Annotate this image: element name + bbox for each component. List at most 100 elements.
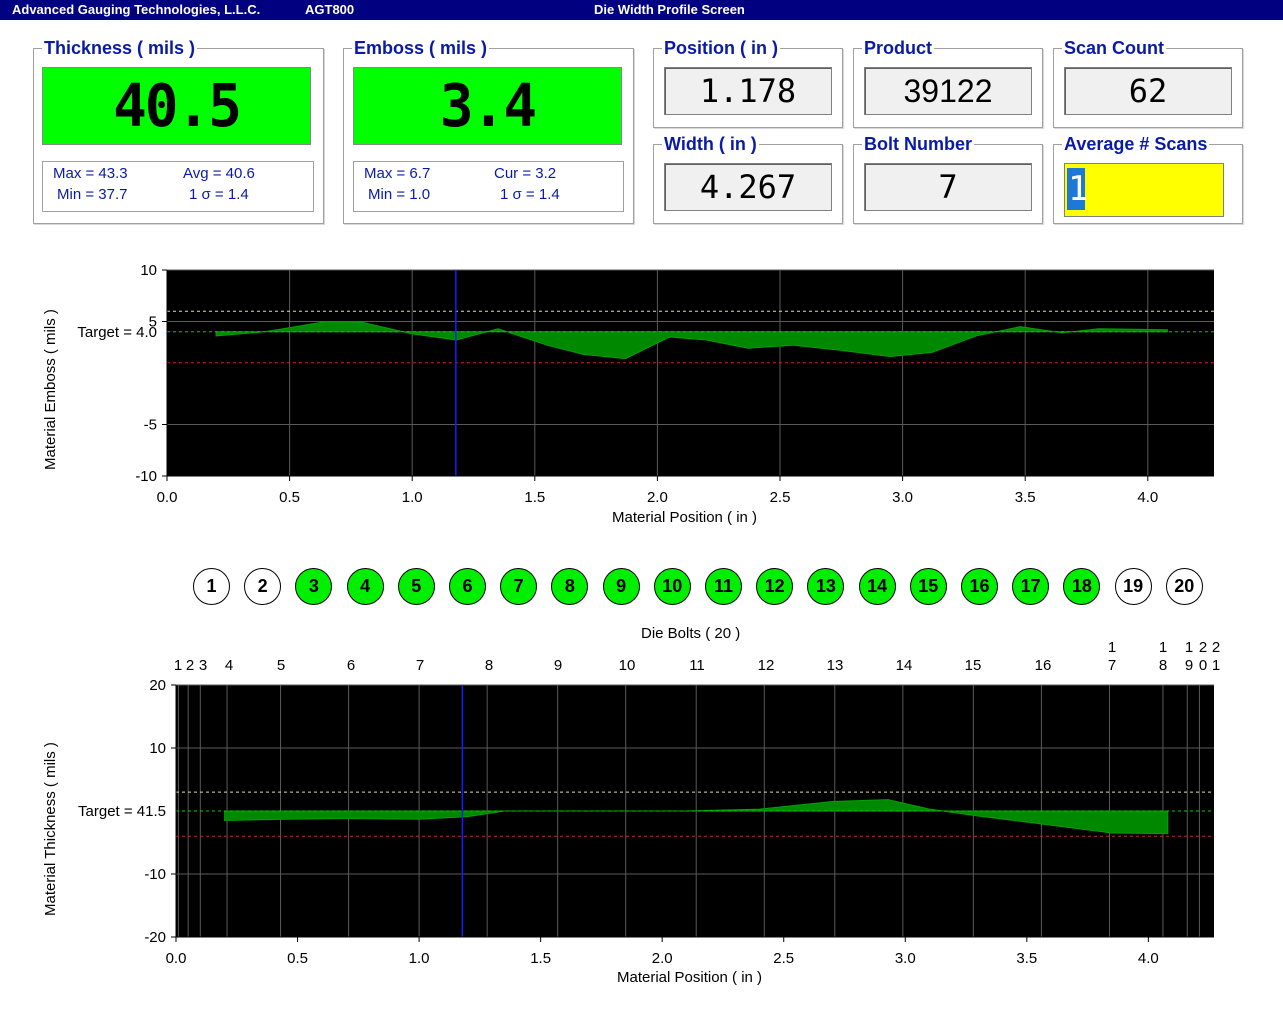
- emboss-y-tick-label: 5: [149, 314, 157, 331]
- product-value-display: 39122: [864, 67, 1032, 115]
- emboss-group: Emboss ( mils ) 3.4 Max = 6.7 Cur = 3.2 …: [343, 38, 634, 224]
- emboss-max: Max = 6.7: [364, 165, 431, 182]
- product-group: Product 39122: [853, 38, 1043, 128]
- bolt-button-19[interactable]: 19: [1114, 568, 1152, 605]
- avg-scans-value: 1: [1068, 169, 1089, 209]
- company-name: Advanced Gauging Technologies, L.L.C.: [12, 2, 261, 17]
- bolt-button-7[interactable]: 7: [500, 568, 538, 605]
- thickness-x-tick-label: 2.5: [773, 950, 794, 967]
- thickness-y-tick-label: 10: [149, 740, 166, 757]
- thickness-target-label: Target = 41.5: [78, 803, 166, 820]
- width-label: Width ( in ): [662, 134, 759, 154]
- position-label: Position ( in ): [662, 38, 780, 58]
- emboss-sigma: 1 σ = 1.4: [500, 186, 560, 203]
- bolt-axis-label: 9: [1185, 657, 1193, 674]
- bolt-axis-label: 16: [1035, 657, 1052, 674]
- bolt-axis-label: 15: [965, 657, 982, 674]
- bolt-axis-label: 7: [416, 657, 424, 674]
- bolt-button-11[interactable]: 11: [705, 568, 742, 605]
- thickness-value: 40.5: [113, 71, 242, 141]
- thickness-y-tick-label: -10: [144, 866, 166, 883]
- emboss-value-display: 3.4: [353, 67, 622, 145]
- emboss-value: 3.4: [439, 71, 537, 141]
- thickness-max: Max = 43.3: [53, 165, 128, 182]
- bolt-axis-label: 1: [1108, 639, 1116, 656]
- thickness-x-axis-title: Material Position ( in ): [617, 969, 763, 986]
- bolt-axis-label: 1: [1212, 657, 1220, 674]
- emboss-x-tick-label: 3.5: [1015, 489, 1036, 506]
- emboss-cur: Cur = 3.2: [494, 165, 557, 182]
- emboss-y-tick-label: -10: [135, 468, 157, 485]
- bolt-button-16[interactable]: 16: [961, 568, 998, 605]
- position-value: 1.178: [699, 72, 797, 110]
- bolt-axis-label: 13: [827, 657, 844, 674]
- emboss-x-tick-label: 3.0: [892, 489, 913, 506]
- bolt-axis-label: 12: [758, 657, 775, 674]
- emboss-y-tick-label: -5: [144, 417, 157, 434]
- thickness-x-tick-label: 4.0: [1138, 950, 1159, 967]
- bolt-axis-label: 3: [199, 657, 207, 674]
- bolt-number-value-display: 7: [864, 163, 1032, 211]
- emboss-x-axis-title: Material Position ( in ): [612, 509, 758, 526]
- bolt-axis-label: 8: [485, 657, 493, 674]
- bolt-button-12[interactable]: 12: [756, 568, 794, 605]
- bolt-axis-label: 9: [554, 657, 562, 674]
- emboss-x-tick-label: 4.0: [1137, 489, 1158, 506]
- bolt-axis-label: 6: [347, 657, 355, 674]
- bolt-axis-label: 14: [896, 657, 913, 674]
- emboss-target-label: Target = 4.0: [77, 324, 157, 341]
- avg-scans-selection: [1067, 168, 1085, 210]
- emboss-plot-area: [167, 270, 1214, 476]
- thickness-value-display: 40.5: [42, 67, 311, 145]
- position-value-display: 1.178: [664, 67, 832, 115]
- emboss-label: Emboss ( mils ): [352, 38, 490, 58]
- bolt-button-4[interactable]: 4: [346, 568, 384, 605]
- avg-scans-input[interactable]: 1: [1064, 163, 1224, 217]
- bolt-button-10[interactable]: 10: [653, 568, 691, 605]
- bolt-button-2[interactable]: 2: [244, 568, 282, 605]
- emboss-y-axis-title: Material Emboss ( mils ): [42, 309, 59, 470]
- bolt-axis-label: 2: [186, 657, 194, 674]
- bolt-button-18[interactable]: 18: [1063, 568, 1101, 605]
- scan-count-label: Scan Count: [1062, 38, 1167, 58]
- thickness-x-tick-label: 2.0: [652, 950, 673, 967]
- bolt-axis-label: 0: [1199, 657, 1207, 674]
- bolt-axis-label: 2: [1199, 639, 1207, 656]
- avg-scans-group: Average # Scans 1: [1053, 134, 1243, 224]
- bolt-button-8[interactable]: 8: [551, 568, 589, 605]
- bolt-button-14[interactable]: 14: [858, 568, 896, 605]
- thickness-series-area: [224, 799, 1169, 835]
- emboss-stats: Max = 6.7 Cur = 3.2 Min = 1.0 1 σ = 1.4: [353, 161, 624, 212]
- thickness-group: Thickness ( mils ) 40.5 Max = 43.3 Avg =…: [33, 38, 324, 224]
- bolt-axis-label: 4: [225, 657, 233, 674]
- emboss-x-tick-label: 0.0: [157, 489, 178, 506]
- bolt-button-13[interactable]: 13: [807, 568, 845, 605]
- emboss-series-area: [215, 320, 1168, 360]
- bolt-button-6[interactable]: 6: [449, 568, 486, 605]
- thickness-y-tick-label: 20: [149, 677, 166, 694]
- bolt-axis-label: 7: [1108, 657, 1116, 674]
- bolt-button-1[interactable]: 1: [193, 568, 230, 605]
- bolt-button-17[interactable]: 17: [1012, 568, 1050, 605]
- thickness-y-tick-label: -20: [144, 929, 166, 946]
- bolt-button-3[interactable]: 3: [295, 568, 333, 605]
- bolt-axis-label: 8: [1159, 657, 1167, 674]
- bolt-button-9[interactable]: 9: [602, 568, 640, 605]
- bolt-axis-label: 1: [1185, 639, 1193, 656]
- position-group: Position ( in ) 1.178: [653, 38, 843, 128]
- thickness-label: Thickness ( mils ): [42, 38, 198, 58]
- bolt-button-5[interactable]: 5: [397, 568, 435, 605]
- die-bolts-title: Die Bolts ( 20 ): [641, 625, 741, 642]
- emboss-x-tick-label: 1.5: [524, 489, 545, 506]
- thickness-min: Min = 37.7: [57, 186, 128, 203]
- thickness-x-tick-label: 0.0: [166, 950, 187, 967]
- bolt-axis-label: 5: [277, 657, 285, 674]
- bolt-axis-label: 1: [174, 657, 182, 674]
- product-label: Product: [862, 38, 935, 58]
- bolt-button-20[interactable]: 20: [1165, 568, 1203, 605]
- bolt-axis-label: 10: [619, 657, 636, 674]
- scan-count-group: Scan Count 62: [1053, 38, 1243, 128]
- bolt-button-15[interactable]: 15: [909, 568, 947, 605]
- thickness-plot-area: [176, 685, 1214, 937]
- emboss-min: Min = 1.0: [368, 186, 431, 203]
